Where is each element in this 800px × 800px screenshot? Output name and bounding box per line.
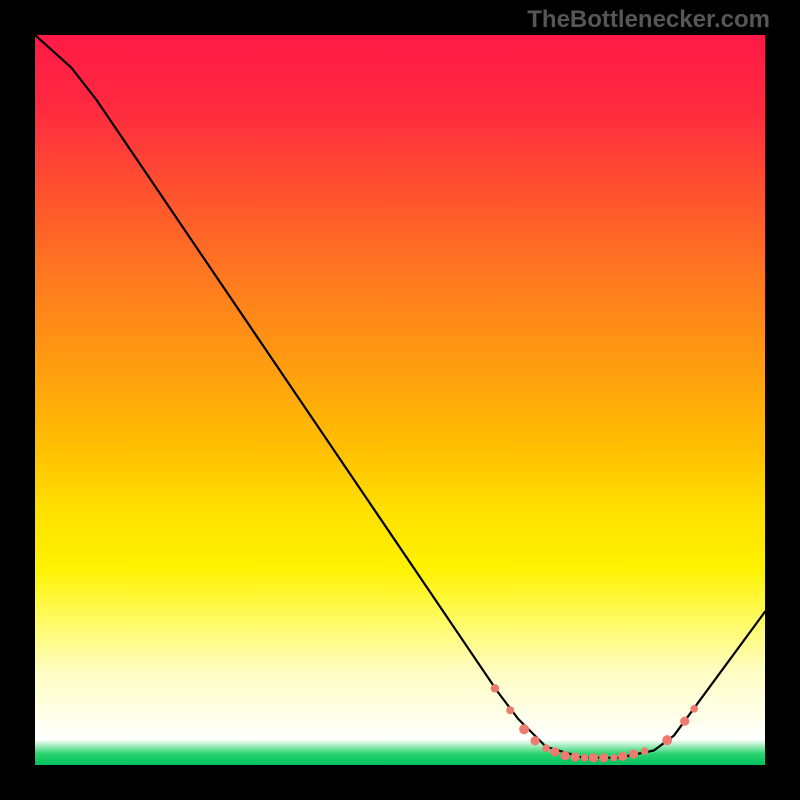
watermark-text: TheBottlenecker.com — [527, 6, 770, 34]
marker-point — [506, 706, 514, 714]
marker-point — [491, 684, 499, 692]
marker-point — [560, 751, 569, 760]
marker-point — [662, 735, 672, 745]
marker-point — [599, 753, 608, 762]
marker-point — [641, 747, 649, 755]
curve-layer — [35, 35, 765, 765]
marker-point — [690, 705, 698, 713]
marker-point — [550, 747, 559, 756]
marker-point — [542, 744, 550, 752]
marker-point — [519, 724, 529, 734]
marker-point — [618, 752, 627, 761]
marker-point — [530, 736, 539, 745]
plot-area — [35, 35, 765, 765]
bottleneck-curve — [35, 35, 765, 758]
marker-point — [589, 753, 598, 762]
marker-point — [680, 717, 689, 726]
marker-point — [581, 754, 589, 762]
marker-point — [610, 754, 617, 761]
marker-point — [629, 749, 638, 758]
marker-point — [571, 752, 580, 761]
